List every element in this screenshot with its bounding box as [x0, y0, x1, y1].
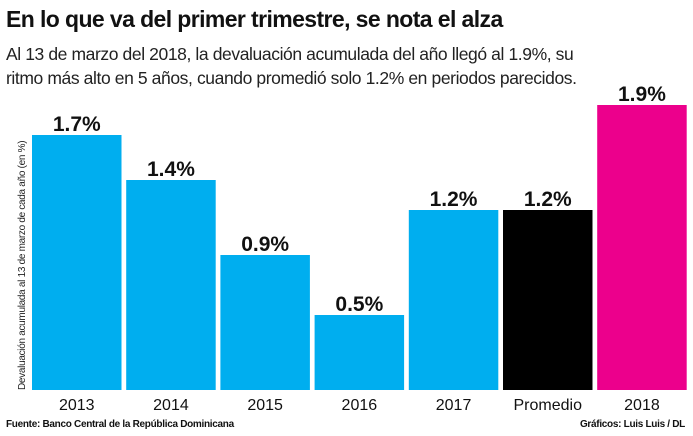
x-tick-label: 2014 — [153, 397, 189, 414]
data-label: 1.2% — [430, 188, 478, 211]
x-tick-label: 2018 — [624, 397, 660, 414]
source-note: Fuente: Banco Central de la República Do… — [6, 419, 234, 430]
x-tick-label: 2017 — [436, 397, 472, 414]
data-label: 0.5% — [335, 293, 383, 316]
credit-note: Gráficos: Luis Luis / DL — [579, 419, 685, 430]
chart-title: En lo que va del primer trimestre, se no… — [6, 6, 503, 32]
data-label: 1.2% — [524, 188, 572, 211]
bar-2018 — [597, 105, 687, 390]
data-label: 0.9% — [241, 233, 289, 256]
bar-2013 — [32, 135, 122, 390]
bar-2014 — [126, 180, 216, 390]
bar-2017 — [408, 210, 499, 390]
bar-Promedio — [503, 210, 593, 390]
x-tick-label: Promedio — [514, 397, 583, 414]
data-label: 1.9% — [618, 83, 666, 106]
bar-2015 — [220, 255, 310, 390]
x-tick-label: 2013 — [59, 397, 95, 414]
chart-subtitle: Al 13 de marzo del 2018, la devaluación … — [6, 44, 577, 88]
bar-2016 — [314, 315, 405, 390]
x-tick-label: 2016 — [342, 397, 378, 414]
data-label: 1.7% — [53, 113, 101, 136]
x-tick-label: 2015 — [247, 397, 283, 414]
data-label: 1.4% — [147, 158, 195, 181]
